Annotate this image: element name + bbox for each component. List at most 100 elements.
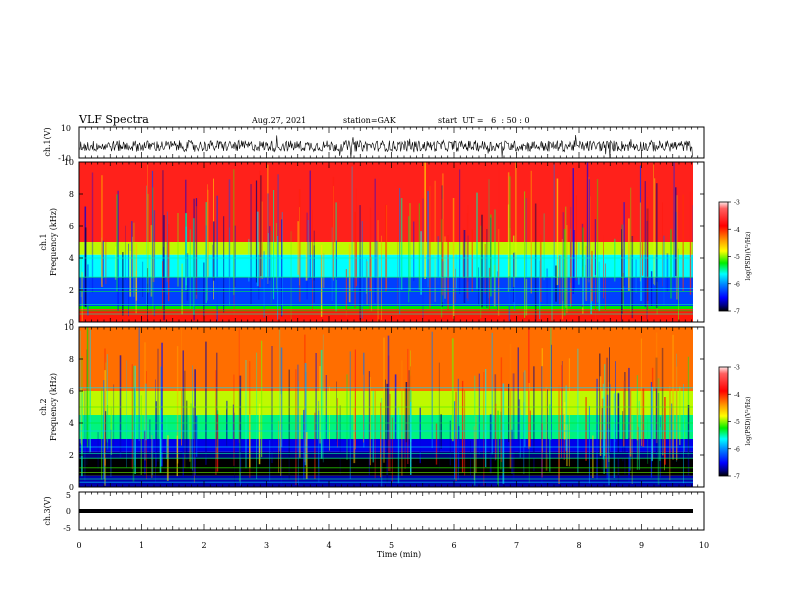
- spectrogram-streak: [267, 164, 269, 284]
- spectrogram-streak: [369, 209, 370, 312]
- spectrogram-streak: [314, 412, 316, 480]
- spectrogram-streak: [315, 353, 317, 447]
- spectrogram-streak: [320, 349, 323, 459]
- spectrogram-streak: [189, 407, 191, 462]
- spectrogram-streak: [622, 272, 624, 309]
- spectrogram-streak: [687, 405, 690, 476]
- spectrogram-streak: [553, 163, 555, 277]
- spectrogram-streak: [512, 373, 515, 482]
- spectrogram-streak: [181, 263, 183, 315]
- spectrogram-streak: [263, 251, 265, 318]
- spectrogram-streak: [434, 180, 436, 302]
- spectrogram-streak: [329, 386, 330, 451]
- spectrogram-streak: [429, 186, 431, 309]
- colorbar-tick-label: -7: [734, 474, 740, 481]
- spectrogram-streak: [279, 329, 281, 451]
- spectrogram-streak: [419, 407, 421, 464]
- spectrogram-streak: [617, 392, 620, 439]
- spectrogram-streak: [354, 211, 356, 308]
- ch1-ytick-top: 10: [61, 124, 71, 133]
- frequency-tick-label: 8: [69, 190, 74, 199]
- spectrogram-streak: [582, 270, 584, 305]
- spectrogram-streak: [193, 198, 195, 321]
- spectrogram-streak: [261, 340, 263, 458]
- spectrogram-streak: [133, 222, 135, 297]
- spectrogram-streak: [192, 365, 193, 471]
- spectrogram-streak: [361, 221, 363, 319]
- spectrogram-streak: [440, 219, 443, 318]
- ch1-ylabel-frequency: Frequency (kHz): [49, 208, 58, 276]
- time-tick-label: 8: [576, 541, 581, 550]
- spectrogram-streak: [166, 211, 168, 295]
- spectrogram-streak: [142, 261, 144, 297]
- spectrogram-streak: [561, 361, 563, 449]
- spectrogram-streak: [229, 227, 230, 306]
- time-tick-label: 2: [201, 541, 206, 550]
- spectrogram-streak: [555, 265, 557, 302]
- date-label: Aug.27, 2021: [251, 116, 306, 125]
- spectrogram-streak: [670, 229, 672, 299]
- spectrogram-streak: [471, 229, 473, 292]
- spectrogram-streak: [631, 415, 633, 484]
- spectrogram-streak: [617, 393, 620, 486]
- spectrogram-streak: [606, 394, 609, 480]
- spectrogram-streak: [195, 198, 198, 295]
- spectrogram-streak: [575, 195, 577, 281]
- spectrogram-streak: [623, 380, 625, 447]
- spectrogram-streak: [114, 246, 117, 280]
- start-ut-label: start UT = 6 : 50 : 0: [438, 116, 530, 125]
- spectrogram-streak: [163, 247, 165, 290]
- spectrogram-streak: [427, 190, 429, 288]
- spectrogram-streak: [488, 179, 490, 299]
- spectrogram-streak: [288, 369, 290, 480]
- spectrogram-streak: [153, 210, 156, 317]
- ch2-spectrogram-panel: 0 2 4 6 8 10 ch.2 Frequency (kHz): [39, 323, 705, 492]
- spectrogram-streak: [177, 213, 179, 287]
- spectrogram-streak: [107, 405, 109, 450]
- spectrogram-streak: [267, 233, 269, 277]
- spectrogram-streak: [640, 258, 642, 302]
- spectrogram-streak: [207, 189, 209, 277]
- spectrogram-streak: [239, 375, 242, 473]
- spectrogram-streak: [363, 374, 364, 443]
- colorbar-tick-label: -5: [734, 254, 740, 261]
- colorbar-tick-label: -4: [734, 227, 740, 234]
- spectrogram-streak: [312, 209, 313, 312]
- spectrogram-streak: [449, 420, 451, 466]
- spectrogram-streak: [488, 267, 490, 311]
- spectrogram-streak: [568, 358, 570, 467]
- spectrogram-streak: [481, 214, 483, 308]
- spectrogram-streak: [232, 404, 234, 445]
- spectrogram-streak: [408, 216, 410, 303]
- spectrogram-streak: [676, 195, 678, 300]
- ch3-ytick-minus5: -5: [63, 524, 71, 533]
- spectrogram-streak: [562, 212, 564, 301]
- spectrogram-streak: [484, 244, 486, 294]
- time-tick-label: 1: [139, 541, 144, 550]
- spectrogram-streak: [245, 360, 247, 469]
- spectrogram-streak: [431, 331, 433, 448]
- spectrogram-streak: [609, 347, 610, 456]
- spectrogram-streak: [359, 205, 361, 321]
- spectrogram-streak: [572, 168, 574, 294]
- spectrogram-streak: [129, 251, 132, 297]
- spectrogram-streak: [249, 414, 251, 468]
- spectrogram-streak: [483, 372, 485, 486]
- spectrogram-streak: [381, 398, 383, 487]
- time-tick-label: 10: [699, 541, 709, 550]
- spectrogram-streak: [561, 239, 564, 320]
- time-tick-label: 3: [264, 541, 269, 550]
- spectrogram-streak: [147, 193, 149, 293]
- spectrogram-streak: [256, 211, 259, 287]
- spectrogram-streak: [655, 388, 658, 456]
- spectrogram-streak: [346, 374, 348, 460]
- spectrogram-streak: [322, 334, 324, 463]
- spectrogram-streak: [485, 369, 487, 467]
- spectrogram-streak: [280, 450, 282, 485]
- time-tick-label: 7: [514, 541, 519, 550]
- colorbar-tick-label: -6: [734, 446, 740, 453]
- spectrogram-streak: [162, 170, 164, 290]
- spectrogram-streak: [277, 236, 279, 320]
- spectrogram-streak: [480, 225, 482, 319]
- spectrogram-streak: [297, 380, 299, 486]
